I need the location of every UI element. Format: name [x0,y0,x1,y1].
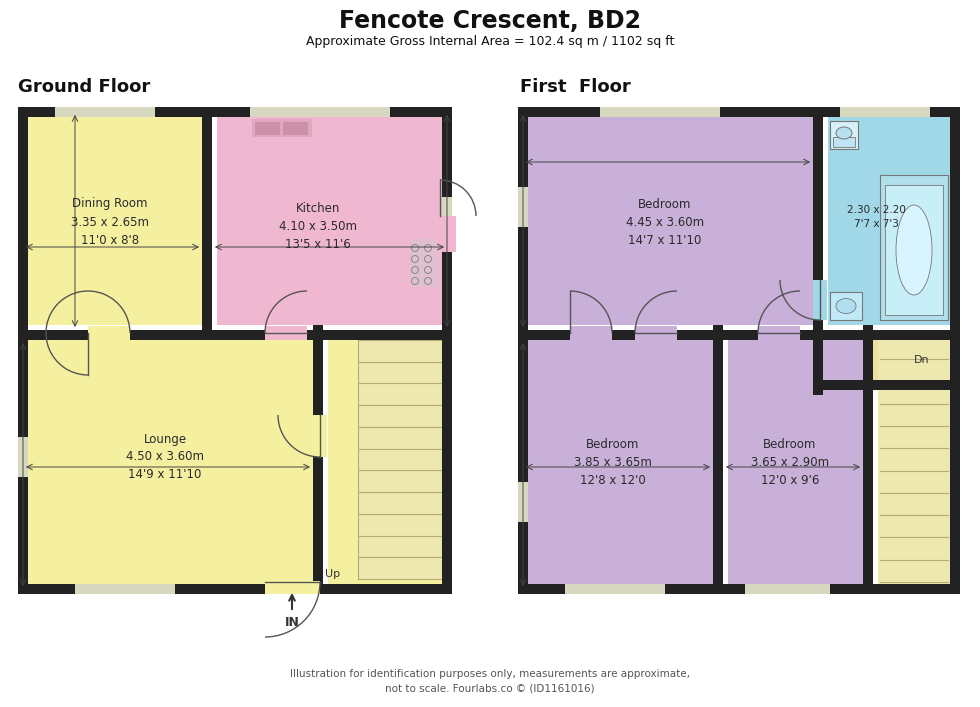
Bar [840,107,930,117]
Text: Bedroom
4.45 x 3.60m
14'7 x 11'10: Bedroom 4.45 x 3.60m 14'7 x 11'10 [626,197,704,247]
Bar [518,482,528,522]
Bar [570,326,612,340]
Bar [202,107,212,335]
Bar [18,107,452,117]
Bar [18,107,28,594]
Ellipse shape [896,205,932,295]
Ellipse shape [836,298,856,313]
Bar [635,326,677,340]
Bar [813,280,827,320]
Bar [18,437,28,477]
Bar [880,175,948,320]
Text: Dining Room
3.35 x 2.65m
11'0 x 8'8: Dining Room 3.35 x 2.65m 11'0 x 8'8 [71,197,149,247]
Bar [600,107,720,117]
Bar [255,122,280,135]
Bar [745,584,830,594]
Bar [55,107,155,117]
Text: Bedroom
3.65 x 2.90m
12'0 x 9'6: Bedroom 3.65 x 2.90m 12'0 x 9'6 [751,438,829,486]
Bar [18,330,452,340]
Text: Bedroom
3.85 x 3.65m
12'8 x 12'0: Bedroom 3.85 x 3.65m 12'8 x 12'0 [574,438,652,486]
Bar [442,216,456,252]
Text: Kitchen
4.10 x 3.50m
13'5 x 11'6: Kitchen 4.10 x 3.50m 13'5 x 11'6 [279,202,357,252]
Bar [528,117,818,325]
Bar [863,325,873,594]
Ellipse shape [836,127,852,139]
Bar [442,197,452,247]
Bar [828,117,950,325]
Bar [565,584,665,594]
Bar [833,137,855,147]
Text: Illustration for identification purposes only, measurements are approximate,
not: Illustration for identification purposes… [290,669,690,694]
Bar [358,340,442,579]
Bar [18,584,452,594]
Bar [828,335,950,385]
Bar [950,107,960,594]
Bar [813,335,823,395]
Bar [217,117,442,325]
Bar [818,380,960,390]
Text: Dn: Dn [914,355,930,365]
Bar [518,107,528,594]
Text: Approximate Gross Internal Area = 102.4 sq m / 1102 sq ft: Approximate Gross Internal Area = 102.4 … [306,35,674,49]
Bar [88,326,130,340]
Text: IN: IN [284,616,300,629]
Bar [265,581,320,594]
Bar [28,335,318,584]
Bar [28,117,207,325]
Text: First  Floor: First Floor [520,78,631,96]
Bar [252,119,312,137]
Bar [75,584,175,594]
Bar [758,326,800,340]
Text: Ground Floor: Ground Floor [18,78,150,96]
Bar [518,107,960,117]
Text: 2.30 x 2.20
7'7 x 7'3: 2.30 x 2.20 7'7 x 7'3 [847,205,906,229]
Bar [518,584,960,594]
Bar [313,325,323,594]
Bar [830,121,858,149]
Bar [813,107,823,335]
Bar [528,335,718,584]
Bar [878,335,950,584]
Bar [885,185,943,315]
Bar [265,326,307,340]
Bar [442,107,452,594]
Text: Lounge
4.50 x 3.60m
14'9 x 11'10: Lounge 4.50 x 3.60m 14'9 x 11'10 [126,433,204,481]
Bar [328,335,442,584]
Bar [713,325,723,594]
Bar [518,187,528,227]
Bar [410,239,438,287]
Bar [728,335,868,584]
Text: Fencote Crescent, BD2: Fencote Crescent, BD2 [339,9,641,33]
Bar [283,122,308,135]
Bar [313,415,327,457]
Bar [518,330,960,340]
Bar [830,292,862,320]
Bar [250,107,390,117]
Text: Up: Up [325,569,341,579]
